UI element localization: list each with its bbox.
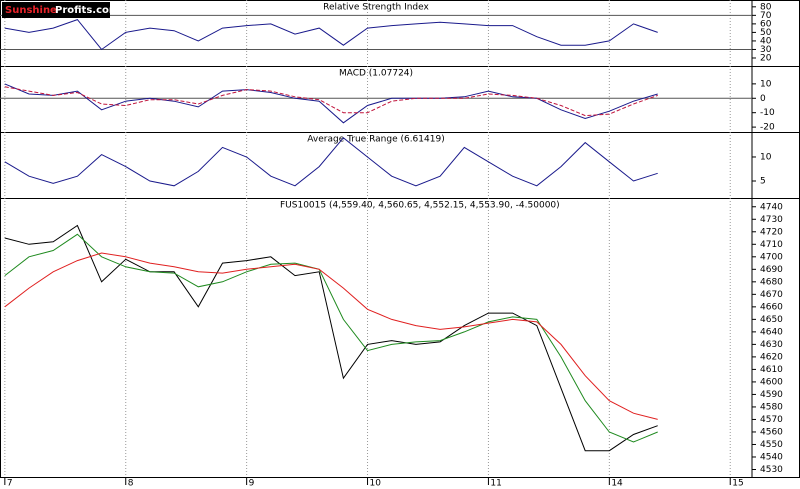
y-tick-label: 60 xyxy=(760,19,772,29)
x-tick-label: 10 xyxy=(370,479,382,489)
y-tick-label: 4740 xyxy=(760,202,783,212)
y-tick-label: 4730 xyxy=(760,215,783,225)
data-line xyxy=(4,19,658,51)
y-tick-label: 70 xyxy=(760,11,772,21)
y-tick-label: -20 xyxy=(760,123,775,133)
y-tick-label: 4530 xyxy=(760,465,783,475)
logo-text: Profits.com xyxy=(55,5,119,16)
y-tick-label: 4620 xyxy=(760,352,783,362)
x-tick-label: 8 xyxy=(128,479,134,489)
data-line xyxy=(4,224,658,452)
data-line xyxy=(4,86,658,117)
y-tick-label: 4610 xyxy=(760,365,783,375)
logo-text: Sunshine xyxy=(5,5,57,16)
y-tick-label: 4640 xyxy=(760,327,783,337)
y-tick-label: 4660 xyxy=(760,302,783,312)
y-tick-label: 4670 xyxy=(760,290,783,300)
y-tick-label: 10 xyxy=(760,152,772,162)
x-tick-label: 9 xyxy=(249,479,255,489)
data-line xyxy=(4,137,658,187)
y-tick-label: 40 xyxy=(760,36,772,46)
y-tick-label: 20 xyxy=(760,53,772,63)
x-tick-label: 11 xyxy=(490,479,501,489)
y-tick-label: 4590 xyxy=(760,390,783,400)
x-tick-label: 15 xyxy=(732,479,743,489)
panel-title: FUS10015 (4,559.40, 4,560.65, 4,552.15, … xyxy=(280,201,560,211)
x-tick-label: 7 xyxy=(7,479,13,489)
data-line xyxy=(4,252,658,420)
y-tick-label: 10 xyxy=(760,79,772,89)
y-tick-label: 5 xyxy=(760,176,766,186)
y-tick-label: 4630 xyxy=(760,340,783,350)
y-tick-label: 4720 xyxy=(760,227,783,237)
y-tick-label: 4600 xyxy=(760,377,783,387)
y-tick-label: 4560 xyxy=(760,427,783,437)
y-tick-label: 4580 xyxy=(760,402,783,412)
panel-title: Relative Strength Index xyxy=(323,3,429,13)
y-tick-label: -10 xyxy=(760,108,775,118)
panel-title: MACD (1.07724) xyxy=(339,69,413,79)
y-tick-label: 0 xyxy=(760,94,766,104)
x-tick-label: 14 xyxy=(611,479,623,489)
y-tick-label: 4650 xyxy=(760,315,783,325)
y-tick-label: 4690 xyxy=(760,265,783,275)
data-line xyxy=(4,233,658,443)
y-tick-label: 4550 xyxy=(760,440,783,450)
y-tick-label: 4700 xyxy=(760,252,783,262)
y-tick-label: 4540 xyxy=(760,452,783,462)
panel-title: Average True Range (6.61419) xyxy=(307,135,444,145)
y-tick-label: 4570 xyxy=(760,415,783,425)
y-tick-label: 80 xyxy=(760,2,772,12)
logo-box xyxy=(2,2,110,18)
y-tick-label: 50 xyxy=(760,28,772,38)
data-line xyxy=(4,83,658,124)
y-tick-label: 4710 xyxy=(760,240,783,250)
y-tick-label: 30 xyxy=(760,45,772,55)
y-tick-label: 4680 xyxy=(760,277,783,287)
